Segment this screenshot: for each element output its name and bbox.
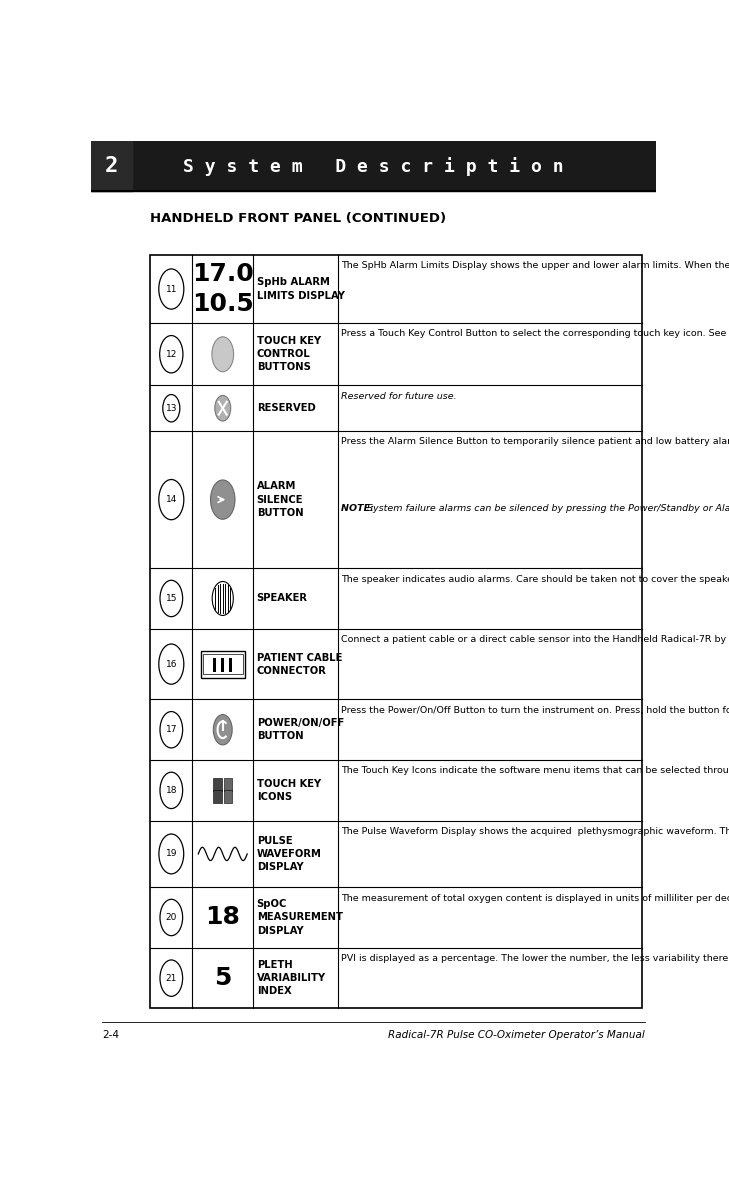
Text: Connect a patient cable or a direct cable sensor into the Handheld Radical-7R by: Connect a patient cable or a direct cabl… bbox=[340, 635, 729, 644]
Text: Radical-7R Pulse CO-Oximeter Operator’s Manual: Radical-7R Pulse CO-Oximeter Operator’s … bbox=[388, 1029, 645, 1040]
Bar bbox=[229, 658, 233, 672]
Text: 18: 18 bbox=[206, 905, 240, 929]
Text: S y s t e m   D e s c r i p t i o n: S y s t e m D e s c r i p t i o n bbox=[183, 157, 564, 176]
Bar bbox=[224, 778, 233, 791]
Text: 5: 5 bbox=[214, 966, 231, 990]
Text: PLETH
VARIABILITY
INDEX: PLETH VARIABILITY INDEX bbox=[257, 960, 326, 996]
Text: 11: 11 bbox=[165, 284, 177, 294]
Text: 20: 20 bbox=[165, 913, 177, 922]
Circle shape bbox=[214, 714, 232, 745]
Bar bbox=[91, 141, 132, 191]
Text: Reserved for future use.: Reserved for future use. bbox=[340, 391, 456, 401]
Text: 17: 17 bbox=[165, 725, 177, 735]
Text: The Touch Key Icons indicate the software menu items that can be selected throug: The Touch Key Icons indicate the softwar… bbox=[340, 766, 729, 776]
Text: The Pulse Waveform Display shows the acquired  plethysmographic waveform. The pl: The Pulse Waveform Display shows the acq… bbox=[340, 826, 729, 836]
Text: 17.0
10.5: 17.0 10.5 bbox=[192, 262, 254, 316]
Text: POWER/ON/OFF
BUTTON: POWER/ON/OFF BUTTON bbox=[257, 718, 344, 742]
Circle shape bbox=[211, 480, 235, 519]
Text: HANDHELD FRONT PANEL (CONTINUED): HANDHELD FRONT PANEL (CONTINUED) bbox=[150, 212, 447, 225]
Text: 21: 21 bbox=[165, 974, 177, 982]
Text: 16: 16 bbox=[165, 659, 177, 668]
Text: 19: 19 bbox=[165, 849, 177, 858]
Text: Press the Power/On/Off Button to turn the instrument on. Press, hold the button : Press the Power/On/Off Button to turn th… bbox=[340, 706, 729, 714]
Bar bbox=[213, 790, 222, 803]
Text: System failure alarms can be silenced by pressing the Power/Standby or Alarm Sil: System failure alarms can be silenced by… bbox=[361, 503, 729, 513]
Text: 13: 13 bbox=[165, 403, 177, 413]
Circle shape bbox=[212, 581, 233, 615]
Text: 18: 18 bbox=[165, 786, 177, 795]
Circle shape bbox=[212, 337, 233, 371]
Text: SpOC
MEASUREMENT
DISPLAY: SpOC MEASUREMENT DISPLAY bbox=[257, 900, 343, 936]
Text: PULSE
WAVEFORM
DISPLAY: PULSE WAVEFORM DISPLAY bbox=[257, 836, 321, 872]
Bar bbox=[213, 778, 222, 791]
Text: Press the Alarm Silence Button to temporarily silence patient and low battery al: Press the Alarm Silence Button to tempor… bbox=[340, 437, 729, 447]
Text: 12: 12 bbox=[165, 350, 177, 358]
Text: TOUCH KEY
CONTROL
BUTTONS: TOUCH KEY CONTROL BUTTONS bbox=[257, 336, 321, 373]
Text: 15: 15 bbox=[165, 594, 177, 602]
Text: SpHb ALARM
LIMITS DISPLAY: SpHb ALARM LIMITS DISPLAY bbox=[257, 277, 345, 301]
Text: NOTE:: NOTE: bbox=[340, 503, 377, 513]
Bar bbox=[91, 141, 656, 191]
Text: SPEAKER: SPEAKER bbox=[257, 593, 308, 604]
Bar bbox=[214, 658, 217, 672]
Bar bbox=[200, 651, 245, 678]
Bar bbox=[221, 658, 225, 672]
Circle shape bbox=[215, 395, 230, 421]
Bar bbox=[203, 654, 243, 674]
Text: PATIENT CABLE
CONNECTOR: PATIENT CABLE CONNECTOR bbox=[257, 652, 342, 676]
Bar bbox=[150, 255, 642, 1008]
Text: Press a Touch Key Control Button to select the corresponding touch key icon. See: Press a Touch Key Control Button to sele… bbox=[340, 329, 729, 338]
Text: ALARM
SILENCE
BUTTON: ALARM SILENCE BUTTON bbox=[257, 481, 303, 518]
Text: The measurement of total oxygen content is displayed in units of milliliter per : The measurement of total oxygen content … bbox=[340, 894, 729, 902]
Text: RESERVED: RESERVED bbox=[257, 403, 316, 413]
Bar bbox=[224, 790, 233, 803]
Text: 2: 2 bbox=[105, 157, 118, 177]
Text: The SpHb Alarm Limits Display shows the upper and lower alarm limits. When the m: The SpHb Alarm Limits Display shows the … bbox=[340, 262, 729, 270]
Text: PVI is displayed as a percentage. The lower the number, the less variability the: PVI is displayed as a percentage. The lo… bbox=[340, 954, 729, 963]
Text: The speaker indicates audio alarms. Care should be taken not to cover the speake: The speaker indicates audio alarms. Care… bbox=[340, 574, 729, 584]
Text: TOUCH KEY
ICONS: TOUCH KEY ICONS bbox=[257, 779, 321, 802]
Text: 2-4: 2-4 bbox=[102, 1029, 120, 1040]
Text: 14: 14 bbox=[165, 495, 177, 505]
